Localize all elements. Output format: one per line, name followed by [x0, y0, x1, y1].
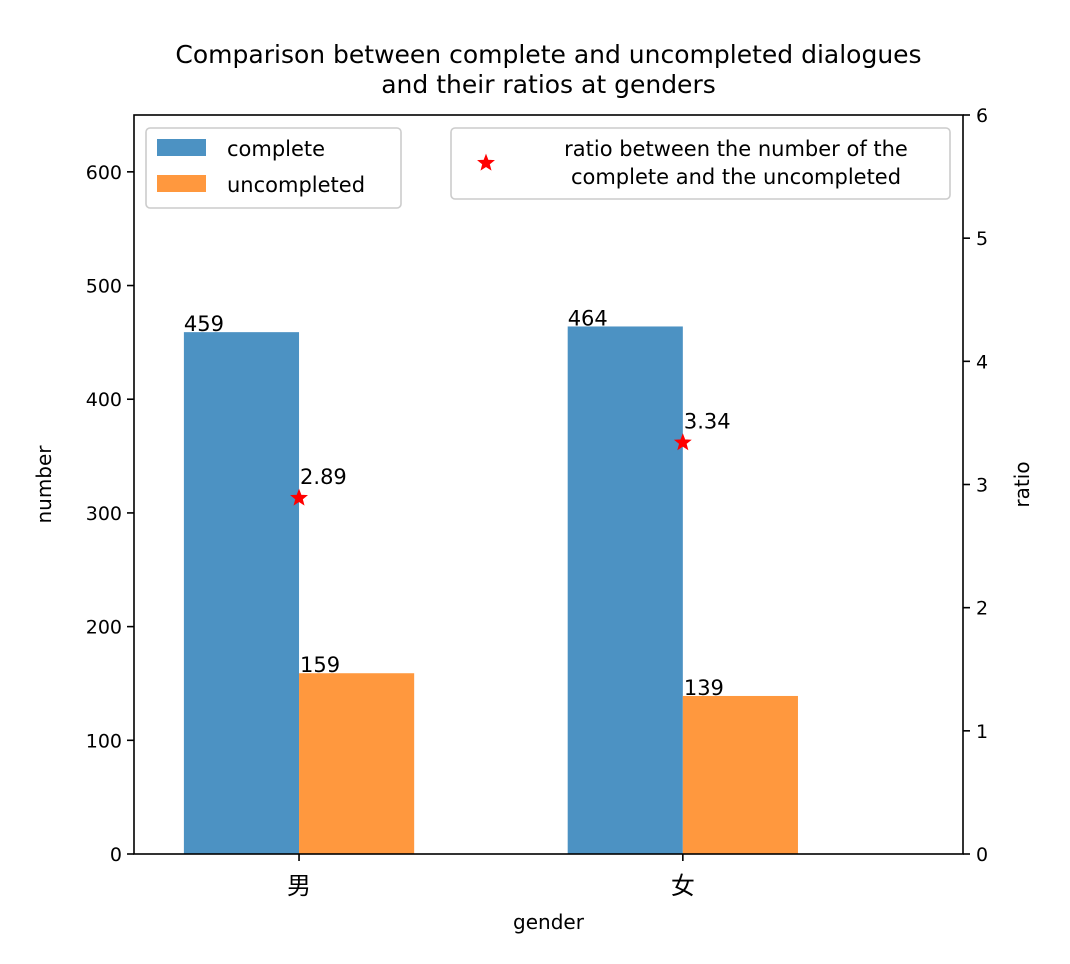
y-tick-label: 400 — [86, 389, 122, 411]
y2-axis-label: ratio — [1010, 461, 1034, 507]
chart-title-line: Comparison between complete and uncomple… — [175, 40, 921, 69]
bar-label-complete: 464 — [568, 306, 608, 330]
y2-tick-label: 3 — [976, 475, 988, 497]
y2-tick-label: 1 — [976, 721, 988, 743]
bar-complete — [183, 332, 300, 854]
bar-uncompleted — [299, 673, 415, 854]
ratio-markers: 2.89 3.34 — [290, 410, 731, 506]
x-tick-label: 女 — [671, 872, 695, 900]
y-tick-label: 100 — [86, 730, 122, 752]
y-tick-label: 0 — [110, 844, 122, 866]
bar-label-uncompleted: 159 — [300, 653, 340, 677]
y2-tick-label: 0 — [976, 844, 988, 866]
x-axis-label: gender — [513, 910, 585, 934]
axes: 0 100 200 300 400 500 600 0 1 2 3 4 5 6 男 女 gender number… — [32, 105, 1034, 934]
chart-title: Comparison between complete and uncomple… — [175, 40, 921, 99]
bars — [183, 326, 798, 855]
legend-label: uncompleted — [227, 173, 365, 197]
y2-tick-label: 4 — [976, 351, 988, 373]
legend-label: complete — [227, 137, 325, 161]
x-tick-label: 男 — [287, 872, 311, 900]
ratio-value-label: 3.34 — [684, 410, 731, 434]
ratio-star-marker — [290, 488, 308, 506]
bar-uncompleted — [682, 695, 798, 854]
ratio-value-label: 2.89 — [300, 465, 347, 489]
y-axis-label: number — [32, 445, 56, 524]
y-tick-label: 600 — [86, 162, 122, 184]
y-tick-label: 200 — [86, 617, 122, 639]
legends: complete uncompleted ratio between the num… — [145, 127, 951, 209]
legend-box-ratio — [450, 127, 951, 200]
y-tick-label: 500 — [86, 276, 122, 298]
chart-title-line: and their ratios at genders — [381, 70, 716, 99]
bar-value-labels: 459 159 464 139 — [184, 306, 724, 700]
y-tick-label: 300 — [86, 503, 122, 525]
legend-label: complete and the uncompleted — [571, 165, 901, 189]
ratio-star-marker — [673, 433, 692, 451]
bar-complete — [567, 326, 683, 855]
legend-star-marker — [477, 153, 495, 171]
y2-tick-label: 6 — [976, 105, 988, 127]
legend-label: ratio between the number of the — [564, 137, 908, 161]
bar-label-uncompleted: 139 — [684, 676, 724, 700]
legend-swatch — [157, 175, 206, 192]
y2-tick-label: 2 — [976, 598, 988, 620]
bar-label-complete: 459 — [184, 312, 224, 336]
legend-swatch — [157, 139, 206, 156]
y2-tick-label: 5 — [976, 228, 988, 250]
legend-box-bars — [145, 127, 402, 209]
